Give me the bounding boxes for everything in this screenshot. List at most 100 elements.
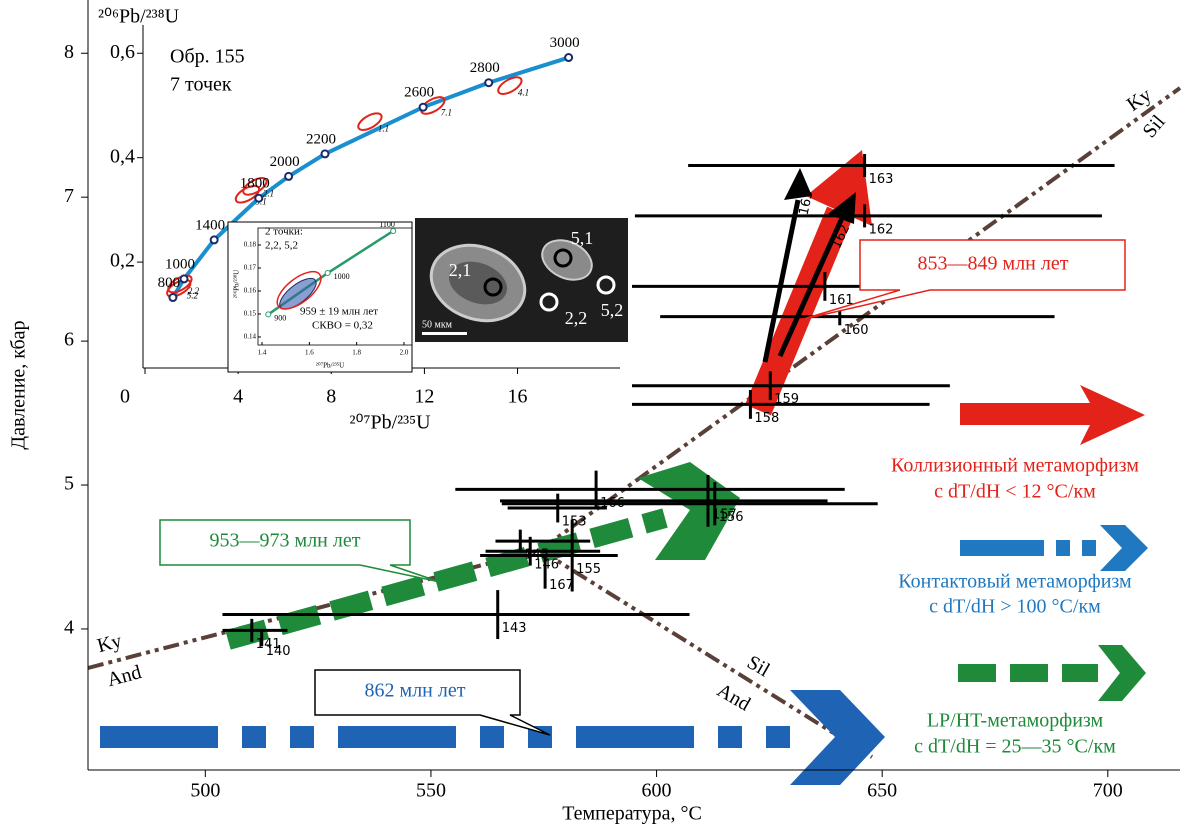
point-label: 161 [829, 293, 854, 308]
zoom-age-label: 1000 [334, 272, 350, 281]
zoom-x-tick-label: 1.6 [305, 349, 314, 357]
line-label: Sil [743, 651, 774, 681]
zoom-frame [227, 221, 413, 373]
y-tick-label: 8 [64, 41, 74, 63]
age-label: 2800 [470, 60, 500, 76]
scale-bar [422, 332, 467, 335]
x-tick-label: 700 [1093, 780, 1123, 802]
inset-x-tick-label: 8 [326, 386, 336, 408]
spot [539, 292, 559, 312]
age-point [320, 149, 330, 159]
legend-condition: с dT/dH = 25—35 °C/км [914, 736, 1116, 758]
spot [596, 275, 616, 295]
analysis-ellipse [234, 184, 261, 204]
age-label: 1800 [240, 176, 270, 192]
inset-x-tick-label: 12 [414, 386, 434, 408]
inset-x-tick-label: 0 [120, 386, 130, 408]
x-tick-label: 500 [190, 780, 220, 802]
inset-x-tick-label: 4 [233, 386, 243, 408]
age-label: 2600 [404, 85, 434, 101]
arrow-label: 163 [797, 189, 817, 216]
zoom-age-label: 900 [274, 313, 286, 322]
age-label: 800 [158, 275, 181, 291]
age-point [564, 53, 574, 63]
zoom-x-tick-label: 2.0 [400, 349, 409, 357]
age-point [418, 102, 428, 112]
analysis-ellipse [357, 112, 383, 131]
x-tick-label: 550 [416, 780, 446, 802]
zoom-mswd: СКВО = 0,32 [312, 320, 373, 332]
age-label: 2200 [306, 131, 336, 147]
photo-label: 5,1 [571, 228, 594, 248]
and-sil-line [538, 548, 874, 759]
y-tick-label: 6 [64, 329, 74, 351]
point-label: 155 [576, 562, 601, 577]
y-tick-label: 7 [64, 185, 74, 207]
zoom-y-tick-label: 0.16 [244, 287, 257, 295]
legend-swatch [960, 385, 1145, 445]
zoom-age-point [390, 227, 397, 234]
point-label: 167 [549, 578, 574, 593]
spot [553, 248, 573, 268]
callout-text: 853—849 млн лет [918, 253, 1069, 275]
legend-name: Контактовый метаморфизм [898, 571, 1132, 593]
callout-text: 953—973 млн лет [210, 530, 361, 552]
zoom-x-tick-label: 1.8 [352, 349, 361, 357]
legend-name: LP/HT-метаморфизм [927, 710, 1104, 732]
analysis-ellipse [420, 96, 446, 115]
age-point [484, 78, 494, 88]
callout-box [159, 519, 441, 583]
zircon-grain [541, 239, 593, 281]
zoom-axes [257, 227, 413, 346]
age-point [209, 235, 219, 245]
point-label: 146 [534, 558, 559, 573]
callout-red: 853—849 млн лет [799, 239, 1126, 321]
inset-y-tick-label: 0,2 [110, 250, 135, 272]
legend-name: Коллизионный метаморфизм [891, 455, 1139, 477]
zoom-y-label: ²⁰⁶Pb/²³⁸U [233, 270, 241, 298]
analysis-label: 7.1 [441, 108, 452, 118]
age-label: 2000 [270, 154, 300, 170]
x-tick-label: 600 [642, 780, 672, 802]
contact-head [790, 690, 885, 785]
contact-path [100, 690, 885, 785]
callout-text: 862 млн лет [365, 680, 466, 702]
reaction-lines [87, 86, 1182, 759]
zoom-age: 959 ± 19 млн лет [300, 306, 378, 318]
y-tick-label: 4 [64, 617, 74, 639]
line-label: And [713, 679, 754, 715]
zoom-y-tick-label: 0.15 [244, 310, 257, 318]
analysis-label: 4.1 [518, 88, 529, 98]
age-label: 1400 [195, 217, 225, 233]
y-tick-label: 5 [64, 473, 74, 495]
legend: Коллизионный метаморфизм с dT/dH < 12 °C/… [891, 455, 1139, 758]
inset-y-label: ²⁰⁶Pb/²³⁸U [98, 6, 180, 28]
point-label: 143 [502, 621, 527, 636]
age-point [284, 171, 294, 181]
x-axis-label: Температура, °C [562, 803, 702, 825]
zoom-spots: 2,2, 5,2 [265, 240, 298, 252]
spot [483, 277, 503, 297]
point-label: 158 [754, 411, 779, 426]
zoom-age-point [324, 270, 331, 277]
age-label: 3000 [550, 35, 580, 51]
zoom-y-tick-label: 0.17 [244, 264, 257, 272]
zoom-y-tick-label: 0.14 [244, 333, 257, 341]
arrow-163-head [784, 168, 812, 200]
analysis-ellipse [497, 76, 523, 95]
analysis-label: 2.2 [188, 286, 200, 296]
callout-black: 862 млн лет [314, 669, 551, 736]
zoom-ellipse [276, 270, 322, 310]
legend-condition: с dT/dH < 12 °C/км [934, 481, 1096, 503]
inset-y-tick-label: 0,4 [110, 145, 135, 167]
analysis-label: 5.2 [187, 290, 199, 300]
age-label: 1000 [165, 256, 195, 272]
arrow-163 [762, 199, 801, 363]
callout-box [314, 669, 551, 736]
inset-sample: Обр. 155 [170, 46, 245, 68]
zoom-y-tick-label: 0.18 [244, 241, 257, 249]
age-point [179, 274, 189, 284]
inset-x-tick-label: 16 [508, 386, 528, 408]
legend-condition: с dT/dH > 100 °C/км [929, 596, 1101, 618]
